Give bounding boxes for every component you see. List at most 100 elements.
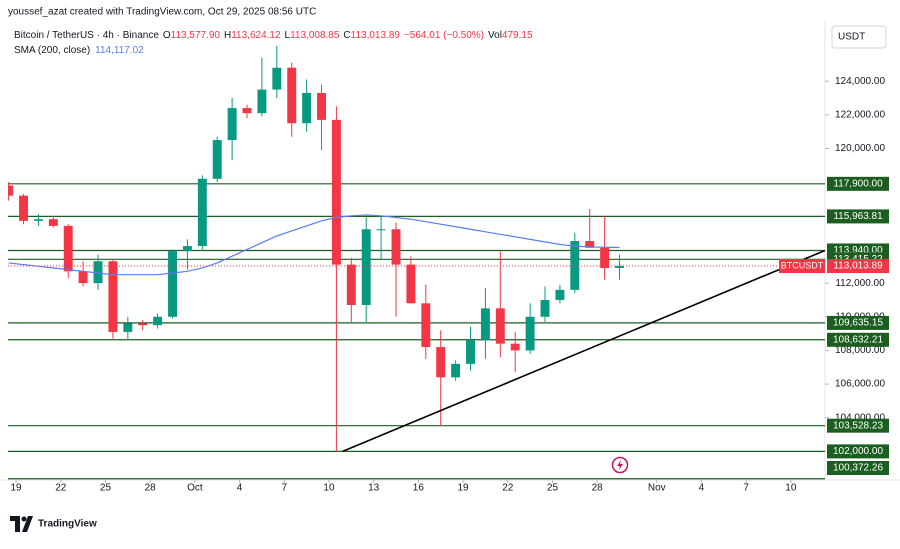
x-tick-label: 25 bbox=[100, 483, 112, 494]
field-label: L bbox=[285, 30, 291, 41]
volume: 479.15 bbox=[502, 30, 533, 41]
candle-body bbox=[346, 264, 356, 305]
candle-body bbox=[108, 261, 118, 332]
candle-body bbox=[331, 119, 341, 265]
candle-body bbox=[33, 219, 43, 221]
level-label: 113,940.00 bbox=[833, 245, 883, 256]
candle-body bbox=[272, 67, 282, 90]
x-tick-label: 19 bbox=[11, 483, 23, 494]
level-label: 109,635.15 bbox=[833, 318, 883, 329]
event-icon[interactable] bbox=[611, 456, 629, 474]
candle-body bbox=[421, 303, 431, 348]
level-tag bbox=[827, 332, 889, 347]
x-tick-label: 10 bbox=[323, 483, 335, 494]
x-tick-label: 4 bbox=[699, 483, 705, 494]
symbol-tag: BTCUSDT bbox=[781, 260, 824, 270]
candle-body bbox=[466, 340, 475, 364]
candle-body bbox=[182, 246, 192, 252]
level-label: 102,000.00 bbox=[833, 446, 883, 457]
candle-body bbox=[615, 266, 624, 268]
level-label: 115,963.81 bbox=[833, 211, 883, 222]
candle-body bbox=[495, 308, 505, 344]
y-tick-label: 122,000.00 bbox=[835, 109, 885, 120]
candle-body bbox=[600, 247, 610, 268]
field-value: 113,013.89 bbox=[351, 30, 401, 41]
level-tag bbox=[827, 461, 889, 475]
candle-body bbox=[123, 323, 133, 332]
candle-body bbox=[570, 241, 580, 290]
volume-label: Vol bbox=[488, 30, 502, 41]
x-tick-label: 10 bbox=[785, 483, 797, 494]
y-tick-label: 108,000.00 bbox=[835, 345, 885, 356]
symbol: Bitcoin / TetherUS · 4h · Binance bbox=[14, 30, 159, 41]
candle-body bbox=[540, 299, 550, 317]
level-tag bbox=[827, 444, 889, 459]
change: −564.01 (−0.50%) bbox=[404, 30, 484, 41]
x-tick-label: 25 bbox=[547, 483, 559, 494]
candle-body bbox=[242, 108, 252, 114]
x-tick-label: 16 bbox=[413, 483, 425, 494]
level-tag bbox=[827, 315, 889, 330]
level-label: 103,528.23 bbox=[833, 420, 883, 431]
currency-box[interactable] bbox=[831, 25, 887, 49]
field-value: 113,008.85 bbox=[290, 30, 340, 41]
field-label: C bbox=[343, 30, 350, 41]
level-tag bbox=[827, 209, 889, 224]
legend-line: Bitcoin / TetherUS · 4h · Binance O113,57… bbox=[14, 30, 533, 41]
logo-text: TradingView bbox=[38, 519, 97, 530]
legend: Bitcoin / TetherUS · 4h · Binance O113,57… bbox=[14, 30, 533, 56]
candle-body bbox=[8, 185, 14, 196]
y-tick-label: 112,000.00 bbox=[835, 278, 885, 289]
field-value: 113,624.12 bbox=[231, 30, 281, 41]
candle-body bbox=[93, 261, 103, 284]
y-tick-label: 104,000.00 bbox=[835, 412, 885, 423]
trendline bbox=[342, 249, 825, 453]
candle-body bbox=[391, 229, 401, 265]
candle-body bbox=[257, 89, 267, 114]
field-label: H bbox=[224, 30, 231, 41]
candle-body bbox=[227, 108, 237, 141]
x-tick-label: 4 bbox=[237, 483, 243, 494]
x-tick-label: 7 bbox=[281, 483, 287, 494]
indicator-line: SMA (200, close) 114,117.02 bbox=[14, 45, 144, 56]
x-tick-label: Nov bbox=[648, 483, 666, 494]
candle-body bbox=[302, 92, 312, 124]
candle-body bbox=[406, 264, 416, 304]
x-tick-label: 13 bbox=[368, 483, 380, 494]
y-tick-label: 124,000.00 bbox=[835, 76, 885, 87]
x-tick-label: 22 bbox=[502, 483, 514, 494]
x-tick-label: 7 bbox=[743, 483, 749, 494]
x-tick-label: 28 bbox=[145, 483, 157, 494]
sma-line bbox=[8, 214, 620, 276]
candle-body bbox=[525, 316, 535, 351]
level-label: 108,632.21 bbox=[833, 334, 883, 345]
candle-body bbox=[48, 219, 58, 226]
level-tag bbox=[827, 418, 889, 433]
candle-body bbox=[63, 225, 73, 272]
level-tag bbox=[827, 176, 889, 191]
y-tick-label: 106,000.00 bbox=[835, 379, 885, 390]
symbol-tag-box bbox=[779, 259, 825, 274]
candle-body bbox=[555, 289, 565, 300]
plot bbox=[8, 45, 825, 480]
x-tick-label: 19 bbox=[457, 483, 469, 494]
field-value: 113,577.90 bbox=[171, 30, 221, 41]
candle-body bbox=[361, 229, 371, 305]
header: youssef_azat created with TradingView.co… bbox=[8, 7, 316, 18]
candle-body bbox=[168, 251, 177, 317]
x-tick-label: Oct bbox=[187, 483, 203, 494]
candle-body bbox=[480, 308, 490, 341]
logo: TradingView bbox=[10, 516, 97, 532]
candle-body bbox=[436, 347, 446, 378]
candle-body bbox=[451, 363, 461, 378]
field-label: O bbox=[163, 30, 171, 41]
currency: USDT bbox=[838, 32, 865, 43]
y-tick-label: 120,000.00 bbox=[835, 143, 885, 154]
level-label: 117,900.00 bbox=[833, 178, 883, 189]
candle-body bbox=[287, 67, 297, 124]
x-tick-label: 22 bbox=[55, 483, 67, 494]
candle-body bbox=[510, 343, 520, 351]
candle-body bbox=[197, 178, 207, 247]
